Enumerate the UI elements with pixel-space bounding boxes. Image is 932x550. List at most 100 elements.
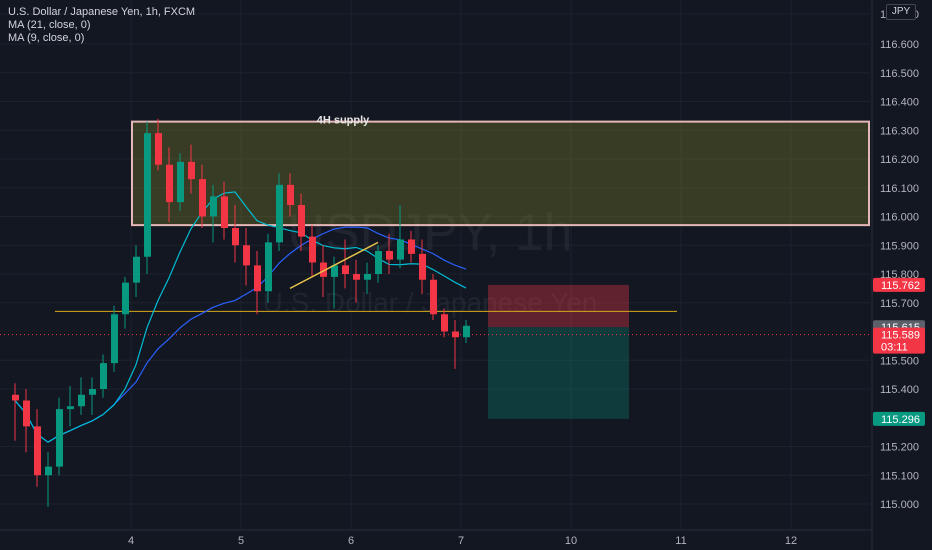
candle (12, 383, 19, 441)
candle (452, 320, 459, 369)
candle-body (243, 245, 250, 266)
candle-body (177, 161, 184, 203)
candle-body (56, 409, 63, 467)
x-tick-label: 7 (458, 535, 464, 547)
candle-body (463, 325, 470, 338)
price-label-bg (873, 411, 925, 426)
y-tick-label: 115.500 (880, 355, 919, 367)
chart-legend: U.S. Dollar / Japanese Yen, 1h, FXCM MA … (8, 6, 195, 45)
candle (221, 182, 228, 240)
candle (375, 245, 382, 283)
candle (232, 205, 239, 263)
candle (155, 118, 162, 171)
candle-body (364, 274, 371, 280)
candle (419, 239, 426, 295)
candle (397, 205, 404, 269)
y-tick-label: 115.400 (880, 384, 919, 396)
candle (408, 230, 415, 263)
candle-body (320, 262, 327, 277)
candle-body (386, 251, 393, 260)
x-tick-label: 4 (128, 535, 134, 547)
candle (177, 153, 184, 211)
candle-body (12, 394, 19, 401)
candle (364, 262, 371, 295)
ma9-legend[interactable]: MA (9, close, 0) (8, 32, 85, 44)
candle (210, 184, 217, 243)
take-profit-zone (488, 327, 629, 419)
y-tick-label: 116.100 (880, 183, 919, 195)
price-label-bg (873, 327, 925, 354)
candle-body (155, 133, 162, 165)
candle (67, 386, 74, 427)
candle-body (221, 196, 228, 228)
candle-body (122, 282, 129, 315)
candle-body (144, 133, 151, 257)
candle-body (232, 228, 239, 246)
candle (56, 397, 63, 476)
candle-body (419, 253, 426, 280)
candle-body (45, 466, 52, 476)
candle (144, 121, 151, 274)
candle-body (408, 239, 415, 254)
candle-body (397, 239, 404, 260)
x-tick-label: 5 (238, 535, 244, 547)
ma-line (14, 191, 467, 443)
candle (430, 274, 437, 320)
candle-body (298, 205, 305, 237)
candle-body (265, 242, 272, 292)
candle-body (133, 256, 140, 283)
candle (111, 305, 118, 372)
candle (309, 225, 316, 277)
candle-body (89, 389, 96, 395)
y-tick-label: 116.200 (880, 154, 919, 166)
candle (89, 377, 96, 415)
candle-body (441, 314, 448, 332)
candle-body (375, 251, 382, 274)
candle-body (287, 184, 294, 205)
y-tick-label: 116.300 (880, 125, 919, 137)
candle (298, 193, 305, 251)
price-label-bg (873, 277, 925, 292)
candle (342, 239, 349, 289)
y-tick-label: 115.700 (880, 298, 919, 310)
x-tick-label: 11 (675, 535, 686, 547)
candle (287, 173, 294, 217)
plot-background (0, 0, 870, 550)
price-axis (872, 0, 932, 550)
x-tick-label: 6 (348, 535, 354, 547)
y-tick-label: 115.000 (880, 499, 919, 511)
candle (199, 164, 206, 228)
candle (386, 233, 393, 274)
candle-body (34, 426, 41, 476)
stop-loss-zone (488, 284, 629, 328)
currency-badge[interactable]: JPY (886, 4, 916, 20)
candle (100, 354, 107, 398)
candle-body (78, 394, 85, 407)
candle (166, 147, 173, 223)
candle (254, 251, 261, 315)
y-tick-label: 115.100 (880, 470, 919, 482)
x-tick-label: 12 (785, 535, 797, 547)
price-label: 115.762 (881, 280, 920, 292)
candle (276, 173, 283, 251)
candle-body (166, 164, 173, 203)
candle (188, 144, 195, 194)
countdown-label: 03:11 (881, 342, 908, 354)
candle-body (111, 314, 118, 364)
candle (441, 308, 448, 338)
candle (45, 452, 52, 507)
candle (78, 377, 85, 415)
y-tick-label: 116.000 (880, 212, 919, 224)
candle-body (100, 363, 107, 389)
candle (463, 320, 470, 343)
ma21-legend[interactable]: MA (21, close, 0) (8, 19, 91, 31)
y-tick-label: 115.900 (880, 240, 919, 252)
candle-body (23, 400, 30, 427)
y-tick-label: 115.200 (880, 442, 919, 454)
candle-body (210, 196, 217, 217)
candle-body (67, 406, 74, 410)
candle-body (199, 179, 206, 217)
y-tick-label: 116.500 (880, 68, 919, 80)
candle (353, 259, 360, 303)
